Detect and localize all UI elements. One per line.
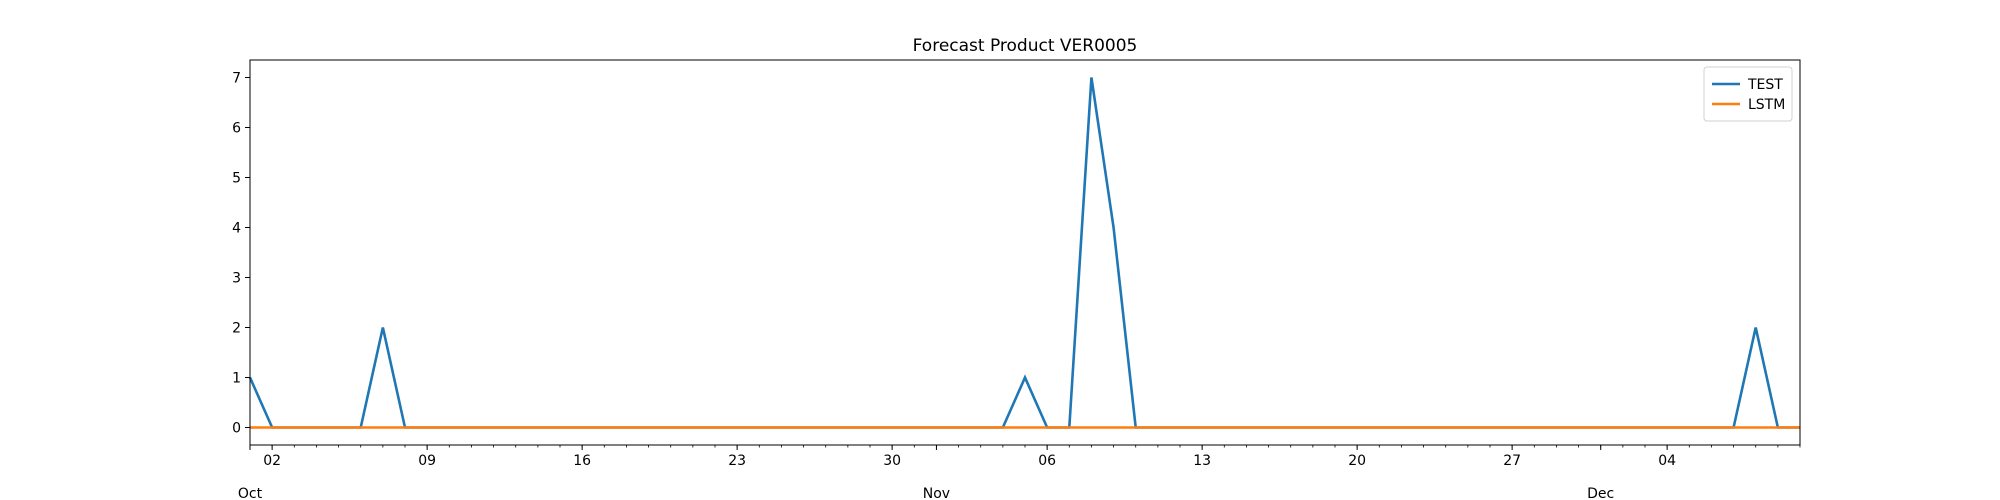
x-tick-label: 27 [1503,453,1521,469]
x-tick-label: 09 [418,453,436,469]
x-tick-label: 16 [573,453,591,469]
x-tick-label: 06 [1038,453,1056,469]
x-tick-label: 23 [728,453,746,469]
y-tick-label: 0 [232,421,241,437]
y-tick-label: 5 [232,171,241,187]
x-tick-label: 20 [1348,453,1366,469]
legend-label-test: TEST [1747,77,1783,93]
y-tick-label: 4 [232,221,241,237]
y-tick-label: 6 [232,121,241,137]
x-month-label: Oct [238,486,263,500]
x-month-label: Dec [1587,486,1614,500]
legend: TEST LSTM [1703,66,1793,122]
chart-title: Forecast Product VER0005 [913,36,1138,56]
legend-label-lstm: LSTM [1748,97,1785,113]
y-tick-label: 2 [232,321,241,337]
y-tick-label: 3 [232,271,241,287]
x-tick-label: 30 [883,453,901,469]
legend-box [1703,66,1793,122]
y-tick-label: 1 [232,371,241,387]
series-layer [248,77,1800,429]
x-tick-label: 02 [263,453,281,469]
y-tick-label: 7 [232,71,241,87]
x-tick-label: 13 [1193,453,1211,469]
x-month-label: Nov [923,486,950,500]
x-tick-label: 04 [1658,453,1676,469]
